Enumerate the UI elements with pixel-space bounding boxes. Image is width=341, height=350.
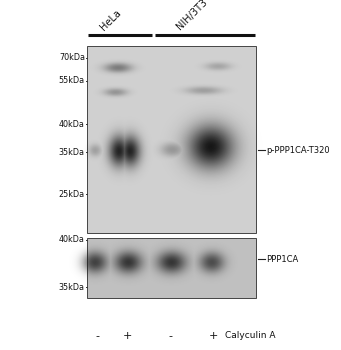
- Text: Calyculin A: Calyculin A: [225, 331, 276, 341]
- Text: NIH/3T3: NIH/3T3: [175, 0, 209, 32]
- Text: 25kDa: 25kDa: [59, 190, 85, 199]
- Text: 35kDa: 35kDa: [59, 148, 85, 157]
- Text: 40kDa: 40kDa: [59, 120, 85, 129]
- Bar: [87, 46, 256, 233]
- Text: 40kDa: 40kDa: [59, 235, 85, 244]
- Text: 55kDa: 55kDa: [59, 76, 85, 85]
- Text: -: -: [168, 331, 173, 341]
- Text: 35kDa: 35kDa: [59, 282, 85, 292]
- Text: PPP1CA: PPP1CA: [266, 254, 298, 264]
- Bar: [87, 238, 256, 298]
- Text: -: -: [95, 331, 99, 341]
- Text: p-PPP1CA-T320: p-PPP1CA-T320: [266, 146, 330, 155]
- Text: +: +: [209, 331, 219, 341]
- Text: HeLa: HeLa: [99, 8, 123, 32]
- Text: +: +: [123, 331, 133, 341]
- Text: 70kDa: 70kDa: [59, 53, 85, 62]
